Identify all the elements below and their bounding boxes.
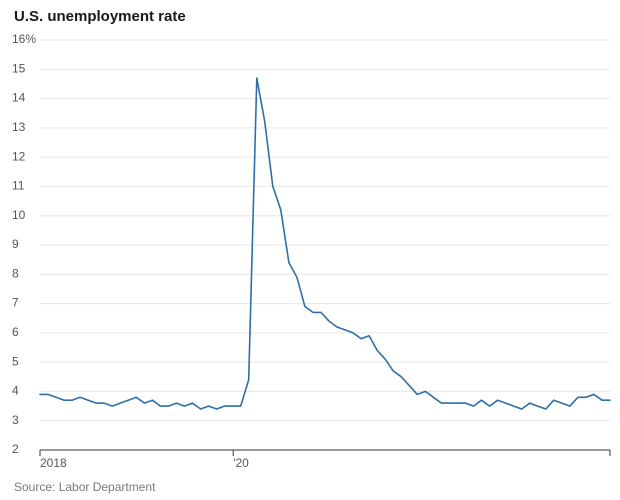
svg-text:14: 14 xyxy=(12,91,26,105)
svg-text:5: 5 xyxy=(12,354,19,368)
chart-source: Source: Labor Department xyxy=(14,480,155,494)
svg-text:'20: '20 xyxy=(233,456,249,470)
svg-text:2: 2 xyxy=(12,442,19,456)
svg-text:12: 12 xyxy=(12,149,26,163)
svg-text:8: 8 xyxy=(12,266,19,280)
svg-text:7: 7 xyxy=(12,296,19,310)
svg-text:2018: 2018 xyxy=(40,456,67,470)
svg-text:3: 3 xyxy=(12,413,19,427)
svg-text:10: 10 xyxy=(12,208,26,222)
svg-text:11: 11 xyxy=(12,179,25,193)
svg-text:6: 6 xyxy=(12,325,19,339)
svg-text:13: 13 xyxy=(12,120,26,134)
svg-text:4: 4 xyxy=(12,384,19,398)
svg-text:15: 15 xyxy=(12,61,26,75)
svg-text:9: 9 xyxy=(12,237,19,251)
unemployment-chart: U.S. unemployment rate 23456789101112131… xyxy=(0,0,620,500)
chart-plot-area: 2 3 4 5 6 7 8 9 10 11 12 13 14 15 16% 2018 '20 xyxy=(0,0,620,500)
svg-text:16%: 16% xyxy=(12,32,36,46)
